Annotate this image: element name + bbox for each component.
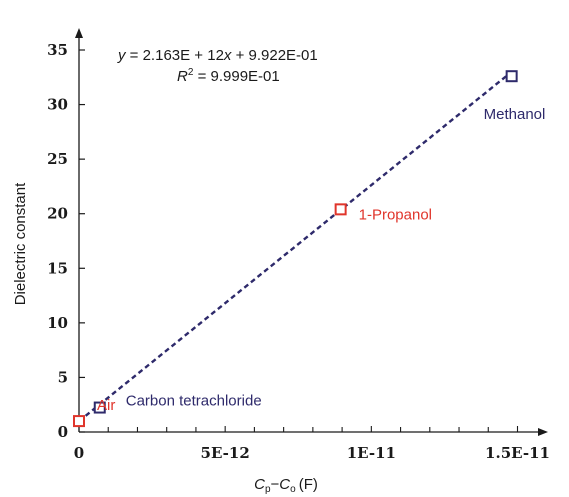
y-axis-title: Dielectric constant — [12, 182, 29, 305]
tick-labels: 0 5 10 15 20 25 30 35 0 5E-12 1E-11 1.5E-11 — [47, 41, 550, 462]
fit-equation: y = 2.163E + 12x + 9.922E-01 — [117, 47, 318, 64]
x-tick-label: 5E-12 — [201, 444, 250, 462]
x-axis-title: Cp−Co (F) — [254, 476, 318, 495]
x-tick-label: 1.5E-11 — [485, 444, 550, 462]
point-label: Air — [97, 397, 115, 414]
point-label: Carbon tetrachloride — [126, 393, 262, 410]
fit-line — [78, 70, 513, 423]
y-axis-arrow — [75, 28, 83, 38]
data-point — [93, 401, 106, 414]
y-tick-label: 5 — [58, 368, 68, 386]
data-point — [505, 70, 518, 83]
y-tick-label: 15 — [47, 259, 68, 277]
y-tick-label: 0 — [58, 423, 68, 441]
data-point — [73, 415, 85, 428]
point-labels: Air Carbon tetrachloride 1-Propanol Methano… — [97, 106, 545, 414]
data-points — [73, 70, 518, 428]
y-tick-label: 35 — [47, 41, 68, 59]
y-tick-label: 20 — [47, 205, 68, 223]
data-point — [334, 203, 347, 216]
x-tick-label: 1E-11 — [347, 444, 396, 462]
y-tick-label: 10 — [47, 314, 68, 332]
x-axis-arrow — [538, 428, 548, 436]
point-label: Methanol — [484, 106, 546, 123]
r-squared: R2 = 9.999E-01 — [177, 67, 280, 85]
y-tick-label: 30 — [47, 96, 68, 114]
axis-ticks — [78, 49, 519, 433]
point-label: 1-Propanol — [359, 206, 432, 223]
y-tick-label: 25 — [47, 150, 68, 168]
x-tick-label: 0 — [74, 444, 84, 462]
